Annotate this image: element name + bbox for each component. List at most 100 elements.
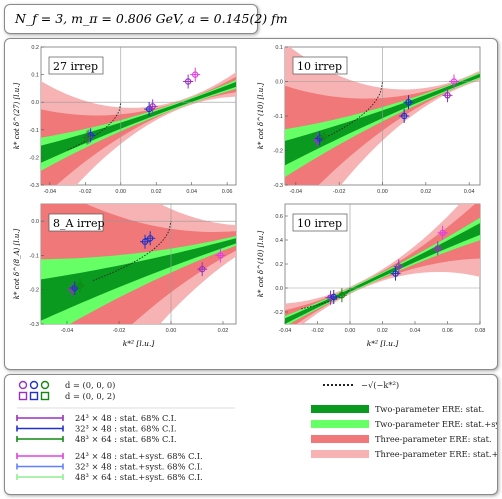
y-axis-label: k* cot δ^(27) [l.u.]	[13, 83, 21, 150]
x-tick-label: -0.02	[333, 189, 346, 195]
x-tick-label: -0.04	[61, 328, 74, 334]
data-point	[198, 265, 206, 273]
header-box: N_f = 3, m_π = 0.806 GeV, a = 0.145(2) f…	[4, 4, 288, 34]
plots-svg: -0.04 -0.02 0.00 0.02 0.04 0.06 -0.3 -0.2 -0.1 0.…	[13, 45, 486, 348]
irrep-label-text: 10 irrep	[297, 217, 342, 230]
data-point	[76, 282, 84, 289]
data-point	[392, 270, 399, 277]
chart-panel-3: -0.04 -0.02 0.00 0.02 -0.3 -0.2 -0.1 0.0 8_A irr…	[13, 203, 237, 348]
y-axis-label: k* cot δ^(10) [l.u.]	[257, 231, 265, 298]
y-axis-label: k* cot δ^(10) [l.u.]	[257, 83, 265, 150]
legend-square-marker	[29, 391, 39, 401]
data-point	[146, 235, 154, 242]
data-point	[338, 292, 346, 299]
x-tick-label: 0.06	[222, 189, 233, 195]
y-tick-label: -0.3	[30, 322, 39, 328]
y-tick-label: -0.1	[274, 114, 283, 120]
data-point	[320, 133, 328, 140]
x-tick-label: 0.08	[475, 328, 486, 334]
x-tick-label: 0.00	[377, 189, 388, 195]
x-axis-label: k*² [l.u.]	[367, 339, 399, 348]
x-tick-label: -0.02	[113, 328, 126, 334]
y-tick-label: 0.1	[275, 45, 283, 51]
data-point	[405, 99, 412, 106]
data-point	[83, 134, 91, 141]
irrep-label: 10 irrep	[292, 56, 348, 75]
chart-panel-2: -0.04 -0.02 0.00 0.02 0.04 -0.3 -0.2 -0.1 0.0 0.1…	[257, 45, 481, 195]
data-point	[71, 284, 79, 292]
x-tick-label: 0.06	[442, 328, 453, 334]
chart-panel-1: -0.04 -0.02 0.00 0.02 0.04 0.06 -0.3 -0.2 -0.1 0.…	[13, 45, 237, 195]
x-tick-label: -0.04	[44, 189, 57, 195]
data-point	[450, 78, 458, 85]
x-tick-label: 0.02	[151, 189, 162, 195]
y-tick-label: -0.2	[274, 310, 283, 316]
x-tick-label: -0.04	[279, 328, 292, 334]
irrep-label: 10 irrep	[292, 213, 348, 232]
data-point	[439, 229, 446, 236]
y-tick-label: -0.3	[274, 183, 283, 189]
y-tick-label: -0.1	[30, 253, 39, 259]
legend-band-swatch	[311, 450, 369, 458]
legend-svg: d = (0, 0, 0)d = (0, 0, 2) 24³ × 48 : sta…	[16, 380, 497, 482]
y-tick-label: 0.2	[31, 45, 39, 51]
y-tick-label: 0.4	[275, 238, 283, 244]
data-point	[141, 238, 149, 245]
y-axis-label: k* cot δ^(8_A) [l.u.]	[13, 228, 21, 299]
data-point	[444, 92, 451, 99]
x-tick-label: -0.02	[311, 328, 324, 334]
legend-band-label: Two-parameter ERE: stat.+syst.	[375, 419, 497, 429]
y-tick-label: -0.1	[30, 128, 39, 134]
x-tick-label: 0.04	[186, 189, 197, 195]
legend-band-swatch	[311, 420, 369, 428]
legend-syst-label: 32³ × 48 : stat.+syst. 68% C.I.	[75, 462, 203, 472]
legend-marker-label: d = (0, 0, 2)	[65, 391, 115, 401]
data-point	[192, 71, 199, 78]
legend-band-label: Two-parameter ERE: stat.	[375, 404, 484, 414]
x-tick-label: 0.00	[345, 328, 356, 334]
header-text: N_f = 3, m_π = 0.806 GeV, a = 0.145(2) f…	[15, 11, 288, 26]
legend-circle-marker	[29, 380, 39, 390]
irrep-label-text: 27 irrep	[53, 60, 98, 73]
irrep-label-text: 8_A irrep	[53, 217, 105, 230]
y-tick-label: -0.2	[274, 149, 283, 155]
y-tick-label: 0.0	[31, 100, 39, 106]
legend-circle-marker	[40, 380, 50, 390]
y-tick-label: 0.2	[275, 262, 283, 268]
y-tick-label: -0.3	[30, 183, 39, 189]
data-point	[327, 294, 334, 301]
legend-band-label: Three-parameter ERE: stat.+syst.	[375, 449, 497, 459]
legend-syst-label: 24³ × 48 : stat.+syst. 68% C.I.	[75, 451, 203, 461]
legend-marker-label: d = (0, 0, 0)	[65, 380, 115, 390]
sqrt-curve	[67, 102, 122, 151]
x-tick-label: 0.02	[377, 328, 388, 334]
sqrt-curve	[317, 81, 383, 142]
legend-panel: d = (0, 0, 0) d = (0, 0, 2) 24³ × 48 : sta…	[4, 374, 498, 495]
data-point	[400, 112, 408, 120]
chart-panel-4: -0.04 -0.02 0.00 0.02 0.04 0.06 0.08 -0.2 0.0 0.2…	[257, 203, 486, 348]
data-point	[434, 245, 441, 252]
y-tick-label: 0.0	[31, 219, 39, 225]
x-tick-label: -0.02	[79, 189, 92, 195]
data-point	[184, 78, 192, 85]
y-tick-label: -0.2	[30, 155, 39, 161]
data-point	[217, 252, 224, 259]
irrep-label: 27 irrep	[48, 56, 104, 75]
legend-square-marker	[40, 391, 50, 401]
ere2-stat-band	[41, 238, 236, 321]
legend-stat-label: 48³ × 64 : stat. 68% C.I.	[75, 434, 177, 444]
ere2-stat-band	[285, 73, 480, 166]
irrep-label-text: 10 irrep	[297, 60, 342, 73]
legend-band-swatch	[311, 405, 369, 413]
x-tick-label: 0.00	[115, 189, 126, 195]
y-tick-label: 0.1	[31, 73, 39, 79]
data-point	[330, 293, 337, 301]
legend-band-label: Three-parameter ERE: stat.	[375, 434, 492, 444]
legend-circle-marker	[18, 380, 28, 390]
irrep-label: 8_A irrep	[48, 213, 105, 232]
sqrt-curve	[92, 221, 172, 281]
x-tick-label: 0.04	[464, 189, 475, 195]
y-tick-label: 0.6	[275, 214, 283, 220]
legend-square-marker	[18, 391, 28, 401]
x-tick-label: 0.02	[218, 328, 229, 334]
